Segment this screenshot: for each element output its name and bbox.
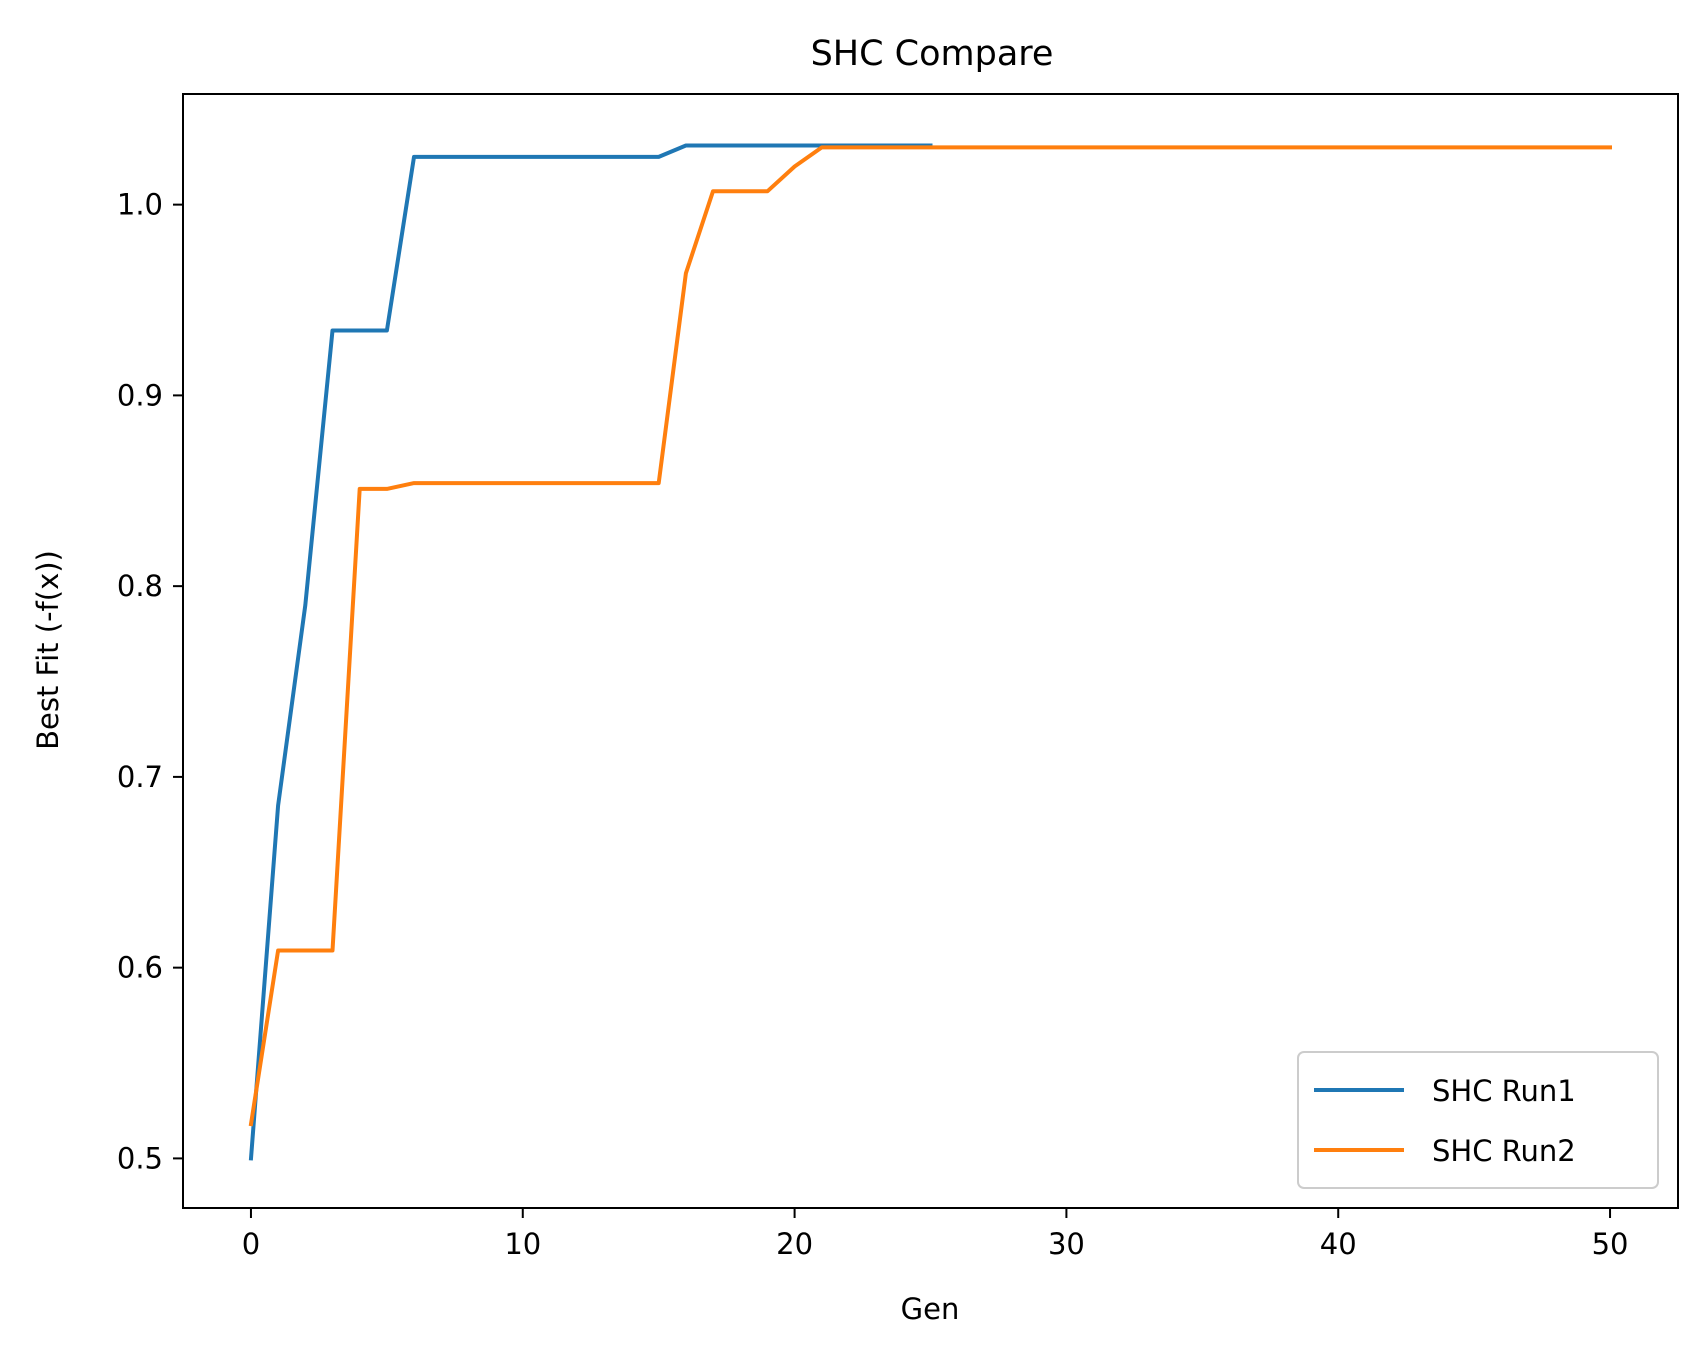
y-tick-label: 1.0 bbox=[117, 188, 163, 222]
plot-frame bbox=[182, 93, 1679, 1209]
legend-box bbox=[1297, 1051, 1659, 1189]
x-axis-label: Gen bbox=[901, 1292, 960, 1326]
x-axis: 0 10 20 30 40 50 bbox=[242, 1208, 1629, 1261]
series-line-run1 bbox=[248, 143, 933, 1161]
x-tick-label: 30 bbox=[1048, 1227, 1085, 1261]
y-tick-label: 0.5 bbox=[117, 1141, 163, 1175]
x-tick-label: 10 bbox=[504, 1227, 541, 1261]
x-tick-label: 0 bbox=[242, 1227, 260, 1261]
y-axis-label: Best Fit (-f(x)) bbox=[31, 550, 65, 750]
y-axis: 0.5 0.6 0.7 0.8 0.9 1.0 bbox=[117, 188, 183, 1175]
y-tick-label: 0.9 bbox=[117, 378, 163, 412]
series-layer bbox=[248, 143, 1612, 1161]
chart-title: SHC Compare bbox=[811, 34, 1054, 74]
series-line-run2 bbox=[248, 145, 1612, 1127]
y-tick-label: 0.8 bbox=[117, 569, 163, 603]
y-tick-label: 0.7 bbox=[117, 760, 163, 794]
legend: SHC Run1 SHC Run2 bbox=[1297, 1051, 1659, 1189]
y-tick-label: 0.6 bbox=[117, 951, 163, 985]
legend-label-run1: SHC Run1 bbox=[1432, 1074, 1576, 1108]
x-tick-label: 20 bbox=[776, 1227, 813, 1261]
x-tick-label: 40 bbox=[1320, 1227, 1357, 1261]
x-tick-label: 50 bbox=[1592, 1227, 1629, 1261]
legend-label-run2: SHC Run2 bbox=[1432, 1134, 1576, 1168]
